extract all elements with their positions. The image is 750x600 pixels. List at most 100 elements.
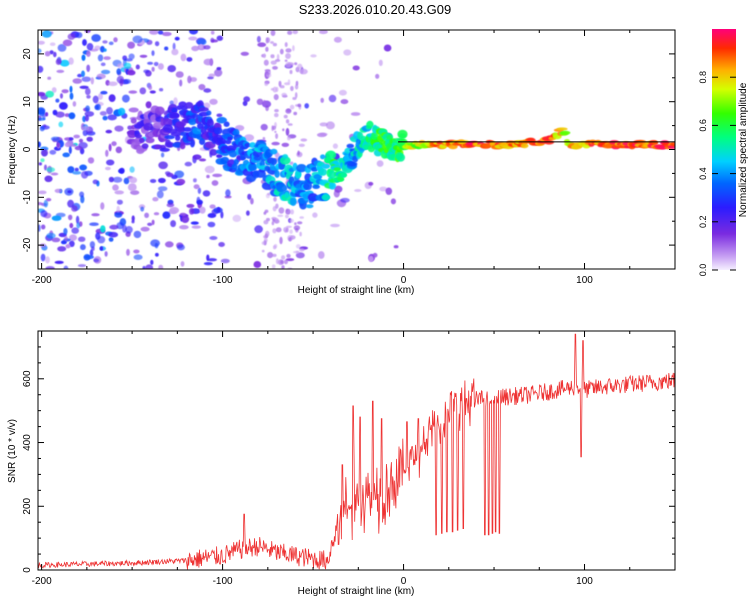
heatmap-cell xyxy=(179,142,186,150)
heatmap-cell xyxy=(332,143,338,149)
heatmap-cell xyxy=(67,33,76,40)
heatmap-cell xyxy=(46,232,56,239)
heatmap-cell xyxy=(209,204,216,209)
heatmap-cell xyxy=(63,228,68,235)
heatmap-cell xyxy=(96,73,106,80)
heatmap-cell xyxy=(145,264,154,269)
heatmap-cell xyxy=(132,35,143,44)
heatmap-cell xyxy=(202,190,211,197)
heatmap-cell xyxy=(143,69,150,74)
heatmap-cell xyxy=(51,87,57,93)
heatmap-cell xyxy=(82,39,87,46)
heatmap-cell xyxy=(287,30,293,35)
heatmap-cell xyxy=(275,258,279,265)
heatmap-cell xyxy=(165,171,171,176)
heatmap-cell xyxy=(164,141,175,148)
snr-x-label: Height of straight line (km) xyxy=(298,586,415,597)
heatmap-cell xyxy=(174,36,180,41)
heatmap-cell xyxy=(49,149,57,155)
heatmap-cell xyxy=(271,141,280,146)
heatmap-cell xyxy=(285,258,295,262)
heatmap-cell xyxy=(310,54,317,58)
heatmap-cell xyxy=(321,194,331,201)
heatmap-cell xyxy=(190,221,199,225)
heatmap-cell xyxy=(128,90,138,94)
heatmap-cell xyxy=(272,218,275,222)
heatmap-cell xyxy=(114,190,124,195)
heatmap-cell xyxy=(63,265,69,269)
heatmap-cell xyxy=(129,166,135,173)
colorbar-tick-label: 0.6 xyxy=(698,119,708,132)
heatmap-cell xyxy=(176,244,185,251)
heatmap-cell xyxy=(210,37,215,43)
heatmap-cell xyxy=(54,188,63,193)
heatmap-cell xyxy=(276,183,288,193)
heatmap-cell xyxy=(156,190,164,199)
heatmap-cell xyxy=(78,138,84,143)
heatmap-cell xyxy=(169,112,180,119)
heatmap-cell xyxy=(180,261,185,267)
heatmap-cell xyxy=(51,237,61,243)
heatmap-cell xyxy=(273,94,279,101)
heatmap-cell xyxy=(520,143,529,149)
heatmap-cell xyxy=(297,63,303,69)
heatmap-cell xyxy=(257,42,267,47)
heatmap-cell xyxy=(169,100,175,105)
heatmap-cell xyxy=(81,126,90,131)
heatmap-cell xyxy=(203,262,213,266)
heatmap-cell xyxy=(286,108,291,113)
heatmap-cell xyxy=(171,48,179,56)
colorbar-label: Normalized spectral amplitude xyxy=(738,82,749,217)
heatmap-cell xyxy=(59,59,70,67)
heatmap-cell xyxy=(60,93,63,99)
heatmap-cell xyxy=(274,59,281,62)
heatmap-cell xyxy=(104,251,108,257)
heatmap-cell xyxy=(55,58,62,65)
heatmap-cell xyxy=(75,31,83,39)
heatmap-cell xyxy=(52,109,58,116)
heatmap-cell xyxy=(670,142,675,147)
heatmap-cell xyxy=(198,84,206,91)
heatmap-cell xyxy=(560,130,571,135)
heatmap-cell xyxy=(281,265,285,269)
y-tick-label: -10 xyxy=(22,190,33,205)
heatmap-cell xyxy=(272,42,277,47)
heatmap-cell xyxy=(294,92,298,99)
heatmap-cell xyxy=(216,67,222,71)
heatmap-cell xyxy=(100,225,106,233)
heatmap-cell xyxy=(263,238,268,243)
heatmap-cell xyxy=(113,37,118,43)
heatmap-cell xyxy=(99,246,104,251)
heatmap-cell xyxy=(270,88,275,91)
heatmap-cell xyxy=(277,259,284,266)
heatmap-cell xyxy=(305,204,314,209)
colorbar-tick-label: 0.4 xyxy=(698,167,708,180)
heatmap-cell xyxy=(214,68,223,77)
heatmap-cell xyxy=(312,184,320,189)
spectrogram-heatmap xyxy=(38,30,675,269)
heatmap-cell xyxy=(214,127,223,135)
y-tick-label: 0 xyxy=(22,146,33,152)
heatmap-cell xyxy=(128,53,135,60)
heatmap-cell xyxy=(165,241,174,248)
heatmap-cell xyxy=(197,38,207,46)
heatmap-cell xyxy=(87,157,95,164)
heatmap-cell xyxy=(263,59,269,66)
heatmap-cell xyxy=(62,152,70,158)
heatmap-cell xyxy=(38,141,41,148)
heatmap-cell xyxy=(278,207,285,214)
heatmap-cell xyxy=(274,112,279,118)
heatmap-cell xyxy=(86,50,91,57)
colorbar-tick-label: 0.0 xyxy=(698,264,708,277)
heatmap-cell xyxy=(158,161,168,170)
heatmap-cell xyxy=(45,256,50,264)
heatmap-cell xyxy=(91,213,100,217)
heatmap-cell xyxy=(228,150,238,158)
heatmap-cell xyxy=(80,244,86,251)
heatmap-cell xyxy=(243,96,251,103)
heatmap-cell xyxy=(217,137,227,146)
heatmap-cell xyxy=(133,254,143,260)
heatmap-cell xyxy=(265,37,269,44)
x-tick-label: 0 xyxy=(401,576,407,587)
heatmap-cell xyxy=(172,42,176,51)
